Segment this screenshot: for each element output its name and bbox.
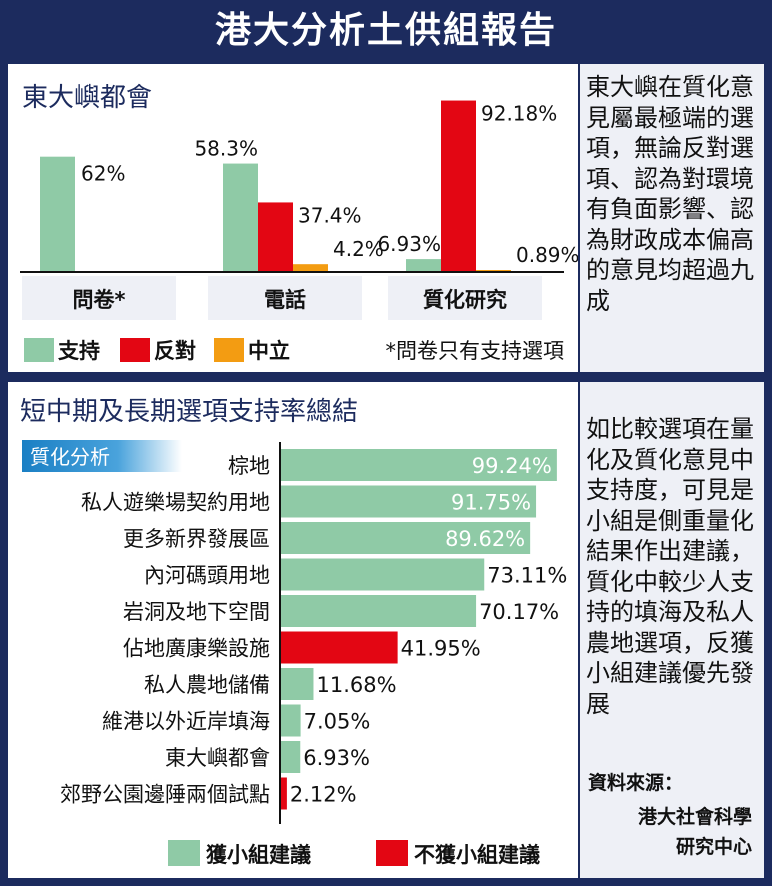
bar-2 xyxy=(281,522,531,554)
bar-2-0 xyxy=(406,259,441,272)
side-note-1: 東大嶼在質化意見屬最極端的選項，無論反對選項、認為對環境有負面影響、認為財政成本… xyxy=(586,73,754,315)
source-name-line-2: 研究中心 xyxy=(675,836,752,858)
top-chart-panel: 東大嶼都會 62% 58.3% 37.4% 4.2% 6.93% 92.18% 0.89% 問卷… xyxy=(8,64,580,372)
data-label-7: 7.05% xyxy=(304,710,371,734)
source-name-line-1: 港大社會科學 xyxy=(637,806,752,828)
legend-label-0: 支持 xyxy=(58,339,100,363)
bar-9 xyxy=(281,777,287,810)
bar-5 xyxy=(281,631,398,664)
data-label-0-0: 62% xyxy=(81,162,125,186)
category-label-1: 私人遊樂場契約用地 xyxy=(81,491,270,515)
bar-6 xyxy=(281,668,314,700)
bar-7 xyxy=(281,704,301,737)
chart-note: *問卷只有支持選項 xyxy=(386,339,565,363)
data-label-1-0: 58.3% xyxy=(194,137,258,161)
legend-label-2: 中立 xyxy=(248,339,290,363)
data-label-8: 6.93% xyxy=(303,746,370,770)
data-label-5: 41.95% xyxy=(401,637,481,661)
category-label-0: 棕地 xyxy=(228,454,270,478)
data-label-1: 91.75% xyxy=(451,491,531,515)
category-label-2: 更多新界發展區 xyxy=(123,527,270,551)
data-label-2-0: 6.93% xyxy=(377,232,441,256)
category-box-1 xyxy=(208,276,362,320)
bar-0-0 xyxy=(40,156,75,272)
top-side-panel: 東大嶼在質化意見屬最極端的選項，無論反對選項、認為對環境有負面影響、認為財政成本… xyxy=(580,64,764,372)
category-label-7: 維港以外近岸填海 xyxy=(102,710,270,734)
bar-1-1 xyxy=(258,202,293,272)
legend-swatch-2 xyxy=(214,338,244,362)
data-label-3: 73.11% xyxy=(487,564,567,588)
chart-title: 東大嶼都會 xyxy=(22,83,152,113)
legend-label-0: 獲小組建議 xyxy=(206,843,311,867)
source-label: 資料來源： xyxy=(588,772,684,794)
legend-swatch-0 xyxy=(24,338,54,362)
data-label-4: 70.17% xyxy=(479,600,559,624)
top-chart: 東大嶼都會 62% 58.3% 37.4% 4.2%6.93% 92.18% 0.89% 問卷… xyxy=(20,83,580,363)
legend-label-1: 反對 xyxy=(154,339,196,363)
legend-swatch-1 xyxy=(120,338,150,362)
side-note-2: 如比較選項在量化及質化意見中支持度，可見是小組是側重量化結果作出建議，質化中較少… xyxy=(586,415,754,718)
tag-box xyxy=(22,440,182,472)
source-name: 港大社會科學 研究中心 xyxy=(638,802,752,862)
data-label-6: 11.68% xyxy=(316,673,396,697)
category-label-3: 內河碼頭用地 xyxy=(144,564,270,588)
category-label-0: 問卷* xyxy=(73,288,126,312)
bar-3 xyxy=(281,558,485,591)
bar-4 xyxy=(281,595,477,627)
data-label-9: 2.12% xyxy=(290,783,357,807)
data-label-0: 99.24% xyxy=(472,454,552,478)
bottom-chart-panel: 短中期及長期選項支持率總結質化分析 棕地 99.24% 私人遊樂場契約用地 91.75%… xyxy=(8,382,578,878)
bar-1 xyxy=(281,485,537,518)
category-label-8: 東大嶼都會 xyxy=(165,746,270,770)
data-label-1-1: 37.4% xyxy=(298,203,362,227)
bottom-side-panel: 如比較選項在量化及質化意見中支持度，可見是小組是側重量化結果作出建議，質化中較少… xyxy=(580,382,764,878)
bar-2-1 xyxy=(441,100,476,272)
bar-1-2 xyxy=(293,264,328,272)
legend-label-1: 不獲小組建議 xyxy=(414,843,540,867)
bar-1-0 xyxy=(223,163,258,272)
tag-label: 質化分析 xyxy=(30,445,110,469)
data-label-1-2: 4.2% xyxy=(333,237,384,261)
bar-0 xyxy=(281,449,557,481)
category-label-4: 岩洞及地下空間 xyxy=(123,600,270,624)
category-label-5: 佔地廣康樂設施 xyxy=(123,637,270,661)
category-label-2: 質化研究 xyxy=(423,288,507,312)
data-label-2: 89.62% xyxy=(445,527,525,551)
bar-8 xyxy=(281,741,301,773)
category-box-0 xyxy=(22,276,176,320)
legend-swatch-1 xyxy=(376,840,408,866)
data-label-2-2: 0.89% xyxy=(516,243,578,267)
category-label-9: 郊野公園邊陲兩個試點 xyxy=(60,783,270,807)
data-label-2-1: 92.18% xyxy=(481,102,557,126)
category-box-2 xyxy=(388,276,542,320)
legend-swatch-0 xyxy=(168,840,200,866)
category-label-1: 電話 xyxy=(264,288,306,312)
page-title: 港大分析土供組報告 xyxy=(214,10,557,51)
chart-title: 短中期及長期選項支持率總結 xyxy=(20,397,358,427)
category-label-6: 私人農地儲備 xyxy=(144,673,270,697)
